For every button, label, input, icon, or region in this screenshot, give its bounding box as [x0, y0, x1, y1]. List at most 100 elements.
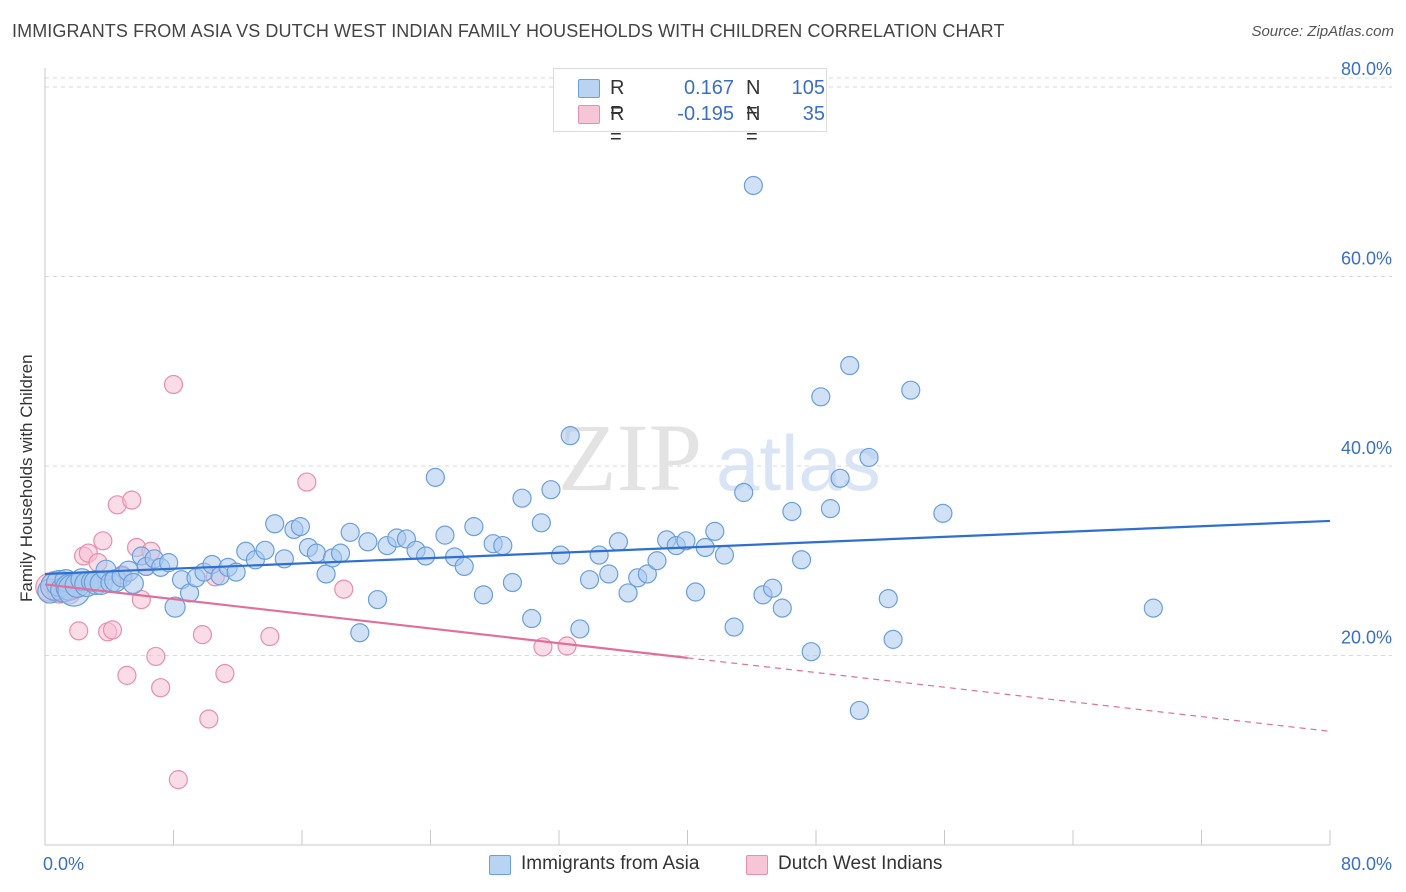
- legend-r-label: R =: [610, 103, 625, 148]
- data-point-dutch-west-indians: [151, 678, 171, 698]
- legend-r-label: R =: [610, 77, 625, 122]
- x-tick-label-min: 0.0%: [43, 854, 84, 874]
- data-point-immigrants-from-asia: [801, 642, 821, 662]
- data-point-immigrants-from-asia: [579, 570, 600, 590]
- data-point-immigrants-from-asia: [734, 482, 754, 503]
- data-point-immigrants-from-asia: [493, 535, 513, 556]
- data-point-immigrants-from-asia: [122, 572, 144, 595]
- bottom-legend-label-dutch: Dutch West Indians: [778, 853, 943, 874]
- data-point-dutch-west-indians: [168, 770, 188, 790]
- data-point-immigrants-from-asia: [1143, 598, 1163, 618]
- bottom-legend-swatch-asia: [489, 855, 511, 875]
- data-point-immigrants-from-asia: [265, 514, 285, 534]
- source-label: Source: ZipAtlas.com: [1251, 23, 1394, 40]
- data-point-immigrants-from-asia: [464, 517, 484, 537]
- data-point-immigrants-from-asia: [589, 545, 609, 565]
- data-point-immigrants-from-asia: [714, 545, 735, 565]
- legend-r-value: 0.167: [683, 77, 734, 99]
- data-point-immigrants-from-asia: [551, 545, 571, 565]
- data-point-immigrants-from-asia: [878, 589, 898, 609]
- data-point-dutch-west-indians: [297, 472, 317, 492]
- data-point-immigrants-from-asia: [705, 521, 725, 541]
- data-point-immigrants-from-asia: [830, 468, 850, 488]
- data-point-immigrants-from-asia: [255, 540, 275, 560]
- data-point-dutch-west-indians: [122, 490, 142, 510]
- data-point-immigrants-from-asia: [859, 447, 879, 468]
- legend-n-value: 35: [802, 103, 825, 125]
- data-point-dutch-west-indians: [69, 621, 89, 641]
- chart-title: IMMIGRANTS FROM ASIA VS DUTCH WEST INDIA…: [12, 21, 1005, 41]
- legend-swatch-asia: [578, 79, 600, 98]
- y-tick-label: 40.0%: [1341, 438, 1392, 458]
- data-point-immigrants-from-asia: [435, 525, 455, 545]
- legend-n-label: N =: [746, 77, 761, 122]
- data-point-dutch-west-indians: [260, 626, 280, 647]
- legend-n-value: 105: [791, 77, 825, 99]
- y-axis-label: Family Households with Children: [17, 354, 36, 602]
- data-point-immigrants-from-asia: [159, 553, 179, 573]
- data-point-immigrants-from-asia: [226, 562, 246, 582]
- legend-r-value: -0.195: [677, 103, 734, 125]
- data-point-immigrants-from-asia: [531, 513, 551, 533]
- data-point-immigrants-from-asia: [724, 617, 744, 637]
- data-point-immigrants-from-asia: [290, 517, 310, 537]
- data-point-dutch-west-indians: [102, 620, 123, 640]
- data-point-immigrants-from-asia: [512, 488, 532, 508]
- data-point-immigrants-from-asia: [676, 531, 696, 551]
- bottom-legend-swatch-dutch: [746, 855, 768, 875]
- trend-lines: [44, 519, 1331, 732]
- data-point-immigrants-from-asia: [791, 550, 812, 570]
- data-point-dutch-west-indians: [334, 579, 354, 599]
- data-point-immigrants-from-asia: [637, 564, 657, 584]
- data-point-immigrants-from-asia: [454, 556, 474, 577]
- data-point-immigrants-from-asia: [811, 387, 831, 407]
- data-point-dutch-west-indians: [215, 663, 235, 684]
- data-point-dutch-west-indians: [146, 646, 166, 667]
- bottom-legend-label-asia: Immigrants from Asia: [521, 853, 700, 874]
- data-point-immigrants-from-asia: [599, 564, 619, 584]
- data-point-dutch-west-indians: [192, 625, 213, 645]
- data-point-immigrants-from-asia: [685, 582, 706, 602]
- data-point-immigrants-from-asia: [306, 543, 327, 563]
- data-point-immigrants-from-asia: [340, 522, 360, 542]
- data-point-immigrants-from-asia: [541, 480, 561, 500]
- data-point-dutch-west-indians: [199, 709, 219, 729]
- data-point-immigrants-from-asia: [502, 572, 523, 593]
- watermark: ZIP atlas: [558, 404, 881, 511]
- data-point-immigrants-from-asia: [164, 596, 186, 618]
- data-point-immigrants-from-asia: [618, 583, 638, 603]
- legend-swatch-dutch: [578, 105, 600, 124]
- data-point-immigrants-from-asia: [608, 532, 629, 552]
- data-point-immigrants-from-asia: [473, 585, 494, 605]
- x-tick-label-max: 80.0%: [1341, 854, 1392, 874]
- y-tick-label: 80.0%: [1341, 59, 1392, 79]
- data-point-immigrants-from-asia: [743, 175, 763, 196]
- trend-line-dutch-dashed: [687, 657, 1331, 732]
- data-point-immigrants-from-asia: [933, 503, 953, 523]
- grid-layer: [45, 77, 1392, 656]
- legend-n-label: N =: [746, 103, 761, 148]
- data-point-immigrants-from-asia: [883, 629, 903, 649]
- data-point-immigrants-from-asia: [820, 499, 841, 519]
- data-point-dutch-west-indians: [93, 531, 113, 551]
- data-point-immigrants-from-asia: [647, 551, 667, 571]
- data-point-immigrants-from-asia: [570, 619, 590, 639]
- y-tick-label: 60.0%: [1341, 248, 1392, 268]
- data-point-immigrants-from-asia: [772, 598, 792, 618]
- data-point-dutch-west-indians: [163, 374, 184, 395]
- data-point-immigrants-from-asia: [367, 589, 388, 610]
- data-point-immigrants-from-asia: [901, 380, 921, 400]
- data-point-dutch-west-indians: [557, 636, 577, 656]
- data-point-dutch-west-indians: [117, 665, 137, 685]
- data-point-immigrants-from-asia: [560, 426, 580, 446]
- trend-line-dutch-solid: [44, 583, 688, 659]
- data-point-immigrants-from-asia: [425, 467, 445, 487]
- y-tick-label: 20.0%: [1341, 627, 1392, 647]
- data-point-immigrants-from-asia: [350, 623, 370, 643]
- data-point-immigrants-from-asia: [522, 608, 542, 629]
- trend-line-asia-solid: [44, 519, 1331, 576]
- data-point-immigrants-from-asia: [849, 700, 869, 721]
- data-point-immigrants-from-asia: [330, 543, 351, 563]
- data-point-immigrants-from-asia: [840, 355, 860, 376]
